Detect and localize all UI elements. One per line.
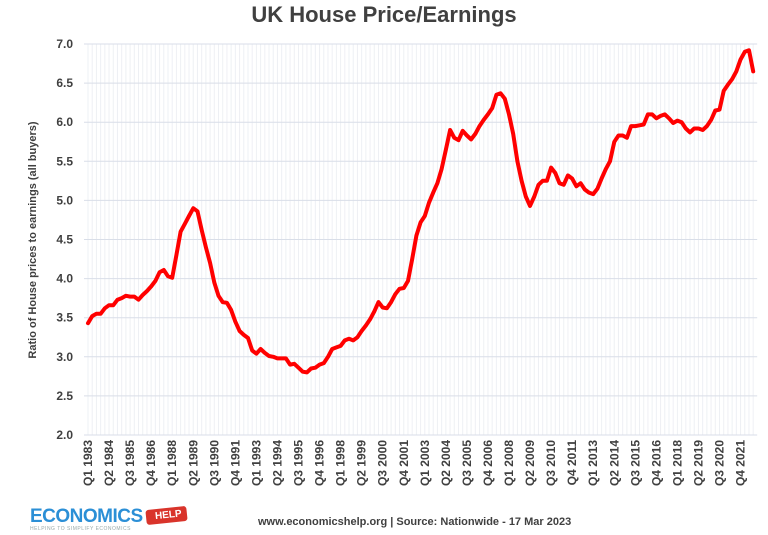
x-tick-label: Q4 2011 bbox=[565, 440, 579, 486]
source-footer: www.economicshelp.org | Source: Nationwi… bbox=[258, 516, 572, 528]
y-tick-label: 5.0 bbox=[56, 193, 73, 207]
x-tick-label: Q4 1986 bbox=[144, 440, 158, 486]
logo-name: ECONOMICS bbox=[30, 506, 143, 527]
x-tick-label: Q3 2020 bbox=[713, 440, 727, 486]
x-tick-label: Q2 2009 bbox=[523, 440, 537, 486]
x-tick-label: Q2 1989 bbox=[186, 440, 200, 486]
x-tick-label: Q3 2005 bbox=[460, 440, 474, 486]
y-tick-label: 2.5 bbox=[56, 389, 73, 403]
x-tick-label: Q3 2010 bbox=[544, 440, 558, 486]
x-tick-label: Q2 2014 bbox=[607, 440, 621, 486]
x-tick-label: Q1 1993 bbox=[249, 440, 263, 486]
x-tick-label: Q4 2001 bbox=[397, 440, 411, 486]
y-tick-label: 6.0 bbox=[56, 115, 73, 129]
y-tick-label: 4.0 bbox=[56, 272, 73, 286]
x-tick-label: Q4 2016 bbox=[649, 440, 663, 486]
y-tick-label: 5.5 bbox=[56, 154, 73, 168]
x-tick-label: Q3 1995 bbox=[292, 440, 306, 486]
x-tick-label: Q1 2008 bbox=[502, 440, 516, 486]
x-tick-label: Q2 1999 bbox=[355, 440, 369, 486]
x-tick-label: Q2 1984 bbox=[102, 440, 116, 486]
x-tick-label: Q4 2021 bbox=[734, 440, 748, 486]
x-tick-label: Q3 2000 bbox=[376, 440, 390, 486]
y-tick-label: 3.0 bbox=[56, 350, 73, 364]
chart-title: UK House Price/Earnings bbox=[251, 2, 517, 27]
x-tick-label: Q2 1994 bbox=[270, 440, 284, 486]
x-tick-label: Q3 2015 bbox=[628, 440, 642, 486]
x-tick-label: Q2 2004 bbox=[439, 440, 453, 486]
economics-help-logo: ECONOMICS HELP HELPING TO SIMPLIFY ECONOM… bbox=[30, 505, 188, 532]
x-tick-label: Q3 1985 bbox=[123, 440, 137, 486]
y-tick-label: 2.0 bbox=[56, 428, 73, 442]
x-tick-label: Q4 1996 bbox=[313, 440, 327, 486]
x-tick-label: Q1 1988 bbox=[165, 440, 179, 486]
x-tick-label: Q1 2013 bbox=[586, 440, 600, 486]
x-tick-label: Q4 2006 bbox=[481, 440, 495, 486]
logo-tag: HELP bbox=[145, 505, 188, 526]
x-tick-label: Q1 2003 bbox=[418, 440, 432, 486]
y-tick-label: 7.0 bbox=[56, 37, 73, 51]
x-tick-label: Q2 2019 bbox=[691, 440, 705, 486]
x-tick-label: Q1 2018 bbox=[670, 440, 684, 486]
y-tick-label: 6.5 bbox=[56, 76, 73, 90]
y-tick-label: 4.5 bbox=[56, 233, 73, 247]
x-tick-label: Q3 1990 bbox=[207, 440, 221, 486]
y-tick-label: 3.5 bbox=[56, 311, 73, 325]
x-tick-label: Q1 1998 bbox=[334, 440, 348, 486]
x-tick-label: Q1 1983 bbox=[81, 440, 95, 486]
logo-tagline: HELPING TO SIMPLIFY ECONOMICS bbox=[30, 526, 131, 532]
x-tick-label: Q4 1991 bbox=[228, 440, 242, 486]
